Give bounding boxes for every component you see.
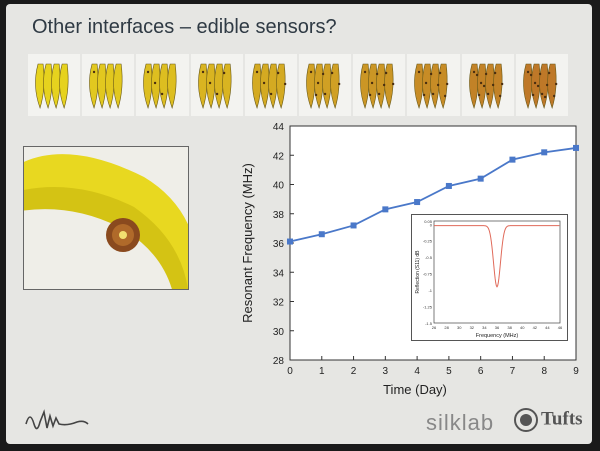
x-tick-label: 9 <box>573 366 579 377</box>
data-point <box>382 206 389 213</box>
banana-bunch-icon <box>197 63 232 109</box>
y-tick-label: 34 <box>273 268 285 279</box>
data-point <box>318 231 325 238</box>
inset-x-tick-label: 36 <box>495 325 500 330</box>
banana-photo <box>515 54 569 116</box>
tufts-seal-icon <box>514 408 538 432</box>
x-axis-label: Time (Day) <box>383 382 447 397</box>
banana-ripening-strip <box>28 54 569 116</box>
inset-x-tick-label: 32 <box>470 325 475 330</box>
banana-bunch-icon <box>414 63 449 109</box>
banana-photo <box>190 54 243 116</box>
inset-series-line <box>434 225 560 288</box>
x-tick-label: 1 <box>319 366 325 377</box>
inset-x-tick-label: 34 <box>482 325 487 330</box>
data-point <box>573 144 579 151</box>
x-tick-label: 2 <box>351 366 357 377</box>
tufts-logo: Tufts <box>514 408 583 432</box>
inset-x-tick-label: 38 <box>507 325 512 330</box>
y-tick-label: 42 <box>273 151 285 162</box>
data-point <box>414 199 421 206</box>
data-point <box>509 156 516 163</box>
y-axis-label: Resonant Frequency (MHz) <box>240 163 255 323</box>
inset-x-tick-label: 46 <box>558 325 563 330</box>
x-tick-label: 8 <box>541 366 547 377</box>
x-tick-label: 4 <box>414 366 420 377</box>
banana-photo <box>244 54 298 116</box>
banana-bunch-icon <box>468 63 503 109</box>
data-point <box>445 182 452 189</box>
x-tick-label: 5 <box>446 366 452 377</box>
banana-photo <box>82 54 135 116</box>
banana-photo <box>407 54 460 116</box>
inset-y-tick-label: -0.25 <box>423 239 433 244</box>
data-point <box>477 175 484 182</box>
series-line <box>289 147 577 243</box>
inset-x-tick-label: 44 <box>545 325 550 330</box>
banana-bunch-icon <box>306 63 341 109</box>
banana-photo <box>136 54 189 116</box>
y-tick-label: 32 <box>273 298 285 309</box>
data-point <box>541 149 548 156</box>
data-point <box>350 222 357 229</box>
tufts-logo-text: Tufts <box>541 408 583 430</box>
banana-bunch-icon <box>523 63 558 109</box>
inset-y-tick-label: -1.25 <box>423 305 433 310</box>
inset-y-tick-label: -1 <box>428 288 432 293</box>
inset-x-tick-label: 26 <box>432 325 437 330</box>
reflection-inset-chart: 0.050 -0.25 -0.5 -0.75 -1 -1.25 -1.526 28 30 32 34… <box>411 214 568 341</box>
y-tick-label: 28 <box>273 356 285 367</box>
y-tick-label: 30 <box>273 327 285 338</box>
silklab-logo: silklab <box>426 410 495 435</box>
x-tick-label: 0 <box>287 366 293 377</box>
inset-plot-area <box>433 220 561 324</box>
inset-x-tick-label: 40 <box>520 325 525 330</box>
inset-y-axis-label: Reflection (S11) dB <box>415 250 421 294</box>
x-tick-label: 7 <box>510 366 516 377</box>
y-tick-label: 36 <box>273 239 285 250</box>
inset-y-tick-label: 0 <box>430 222 433 227</box>
x-tick-label: 3 <box>383 366 389 377</box>
data-point <box>287 238 293 245</box>
banana-bunch-icon <box>89 63 123 109</box>
y-tick-label: 38 <box>273 210 285 221</box>
presentation-slide: Other interfaces – edible sensors? 28 30 3… <box>6 4 592 444</box>
inset-y-tick-label: -0.75 <box>423 272 433 277</box>
banana-sensor-photo <box>23 146 189 290</box>
inset-y-tick-label: 0.05 <box>424 219 433 224</box>
squiggle-logo-icon <box>25 409 89 430</box>
banana-bunch-icon <box>360 63 395 109</box>
banana-with-sensor-image <box>24 147 188 289</box>
inset-y-tick-label: -0.5 <box>425 255 433 260</box>
x-tick-label: 6 <box>478 366 484 377</box>
banana-bunch-icon <box>143 63 177 109</box>
inset-y-tick-label: -1.5 <box>425 321 433 326</box>
banana-bunch-icon <box>252 63 287 109</box>
banana-photo <box>461 54 514 116</box>
y-tick-label: 40 <box>273 181 285 192</box>
banana-photo <box>28 54 81 116</box>
inset-x-axis-label: Frequency (MHz) <box>476 333 519 339</box>
slide-title: Other interfaces – edible sensors? <box>32 16 337 38</box>
y-tick-label: 44 <box>273 122 285 133</box>
banana-photo <box>299 54 352 116</box>
banana-bunch-icon <box>35 63 69 109</box>
inset-x-tick-label: 30 <box>457 325 462 330</box>
banana-photo <box>353 54 406 116</box>
inset-x-tick-label: 28 <box>444 325 449 330</box>
inset-x-tick-label: 42 <box>533 325 538 330</box>
